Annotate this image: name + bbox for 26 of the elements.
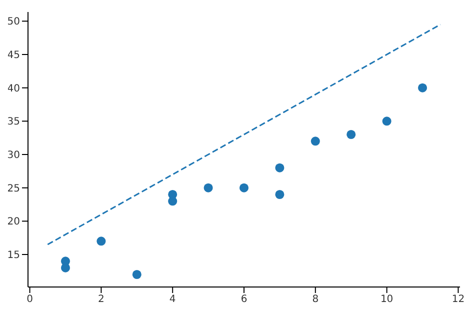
x-tick-label: 12 [452,294,465,306]
point [96,236,106,246]
point [346,130,356,140]
y-tick-label: 30 [7,150,20,162]
y-tick-label: 15 [7,250,20,262]
x-tick-label: 2 [98,294,104,306]
y-tick-label: 35 [7,116,20,128]
x-tick-label: 6 [240,294,248,306]
y-tick-label: 25 [7,183,20,194]
x-tick-label: 4 [169,294,176,306]
point [275,190,284,200]
point [418,83,428,92]
x-tick-label: 0 [26,294,33,306]
point [382,116,392,126]
x-tick-label: 10 [380,294,394,306]
y-tick-label: 40 [7,83,20,94]
point [168,190,178,200]
point [204,183,213,192]
point [239,183,249,192]
x-tick-label: 8 [312,294,319,306]
y-tick-label: 45 [7,50,20,62]
y-tick-label: 20 [7,216,20,228]
point [310,136,320,146]
y-tick-label: 50 [7,16,20,28]
point [132,270,142,280]
point [275,163,284,172]
